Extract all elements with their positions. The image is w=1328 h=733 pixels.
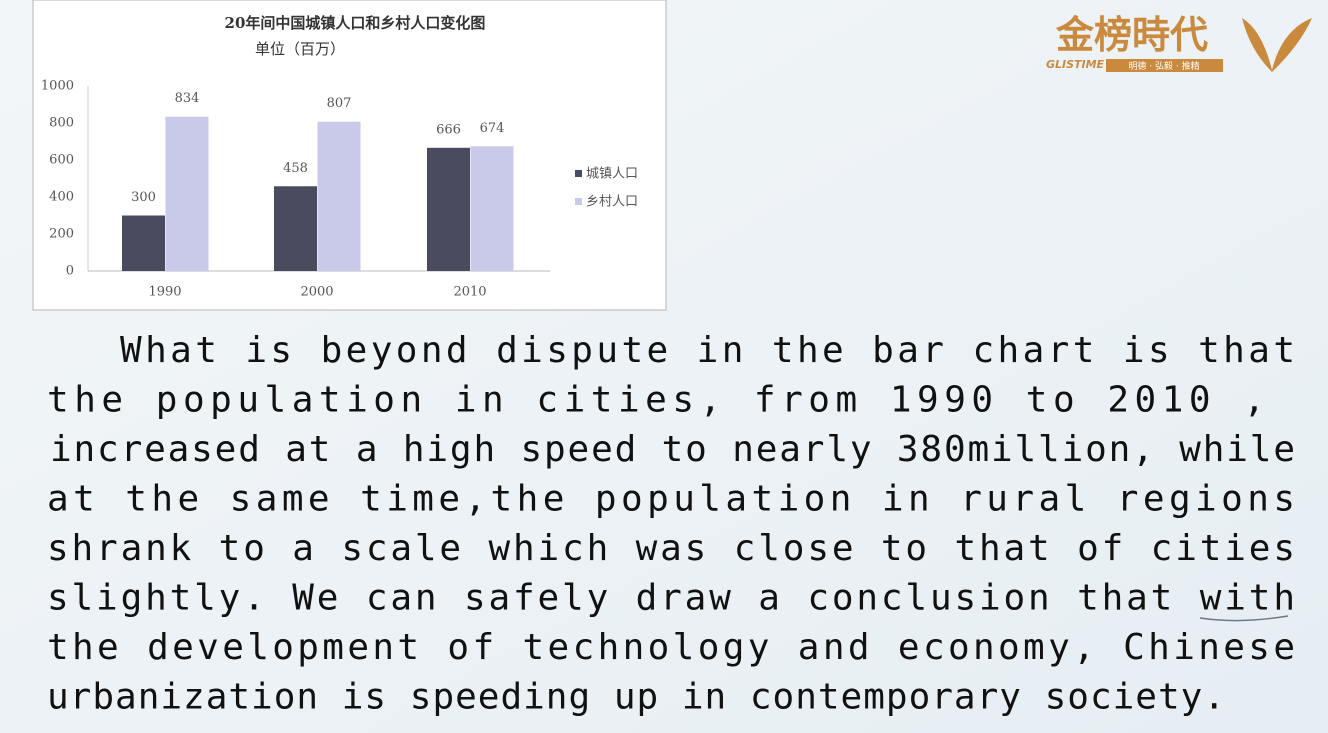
logo-motto-bg [1106, 59, 1223, 72]
handwritten-underline [1199, 615, 1289, 622]
data-label: 666 [436, 122, 461, 137]
y-tick-label: 0 [66, 264, 74, 279]
data-label: 300 [131, 190, 156, 205]
bar [427, 147, 470, 271]
data-label: 674 [480, 121, 505, 136]
y-tick-label: 600 [49, 153, 74, 168]
bar [317, 121, 361, 271]
y-tick-label: 200 [49, 227, 74, 242]
legend-swatch [575, 170, 582, 177]
logo-mark [1242, 18, 1312, 72]
legend-label: 乡村人口 [586, 195, 638, 210]
bar [470, 146, 514, 271]
x-tick-label: 1990 [148, 285, 181, 300]
y-tick-label: 1000 [41, 79, 74, 94]
paragraph-line: slightly. We can safely draw a conclusio… [47, 578, 1295, 619]
bar [274, 186, 317, 271]
chart-title: 20年间中国城镇人口和乡村人口变化图 [225, 14, 486, 32]
y-tick-label: 800 [49, 116, 74, 131]
chart-subtitle: 单位（百万） [255, 40, 345, 58]
legend-swatch [575, 198, 582, 205]
data-label: 807 [327, 96, 352, 111]
paragraph-line: the population in cities, from 1990 to 2… [47, 380, 1265, 421]
y-tick-label: 400 [49, 190, 74, 205]
bar [122, 215, 165, 271]
logo-motto: 明德 · 弘毅 · 推精 [1128, 60, 1199, 72]
legend-label: 城镇人口 [586, 167, 638, 182]
paragraph-line: shrank to a scale which was close to tha… [47, 528, 1295, 569]
paragraph-line: What is beyond dispute in the bar chart … [120, 330, 1295, 371]
paragraph-line: urbanization is speeding up in contempor… [47, 677, 1225, 718]
logo-name: 金榜時代 [1055, 12, 1208, 57]
paragraph-line: increased at a high speed to nearly 380m… [50, 429, 1295, 470]
bar [165, 116, 209, 272]
data-label: 834 [175, 91, 200, 106]
x-tick-label: 2000 [300, 285, 333, 300]
logo: 金榜時代 GLISTIME 明德 · 弘毅 · 推精 [1046, 12, 1312, 72]
x-tick-label: 2010 [453, 285, 486, 300]
logo-brand: GLISTIME [1046, 58, 1105, 71]
data-label: 458 [283, 161, 308, 176]
